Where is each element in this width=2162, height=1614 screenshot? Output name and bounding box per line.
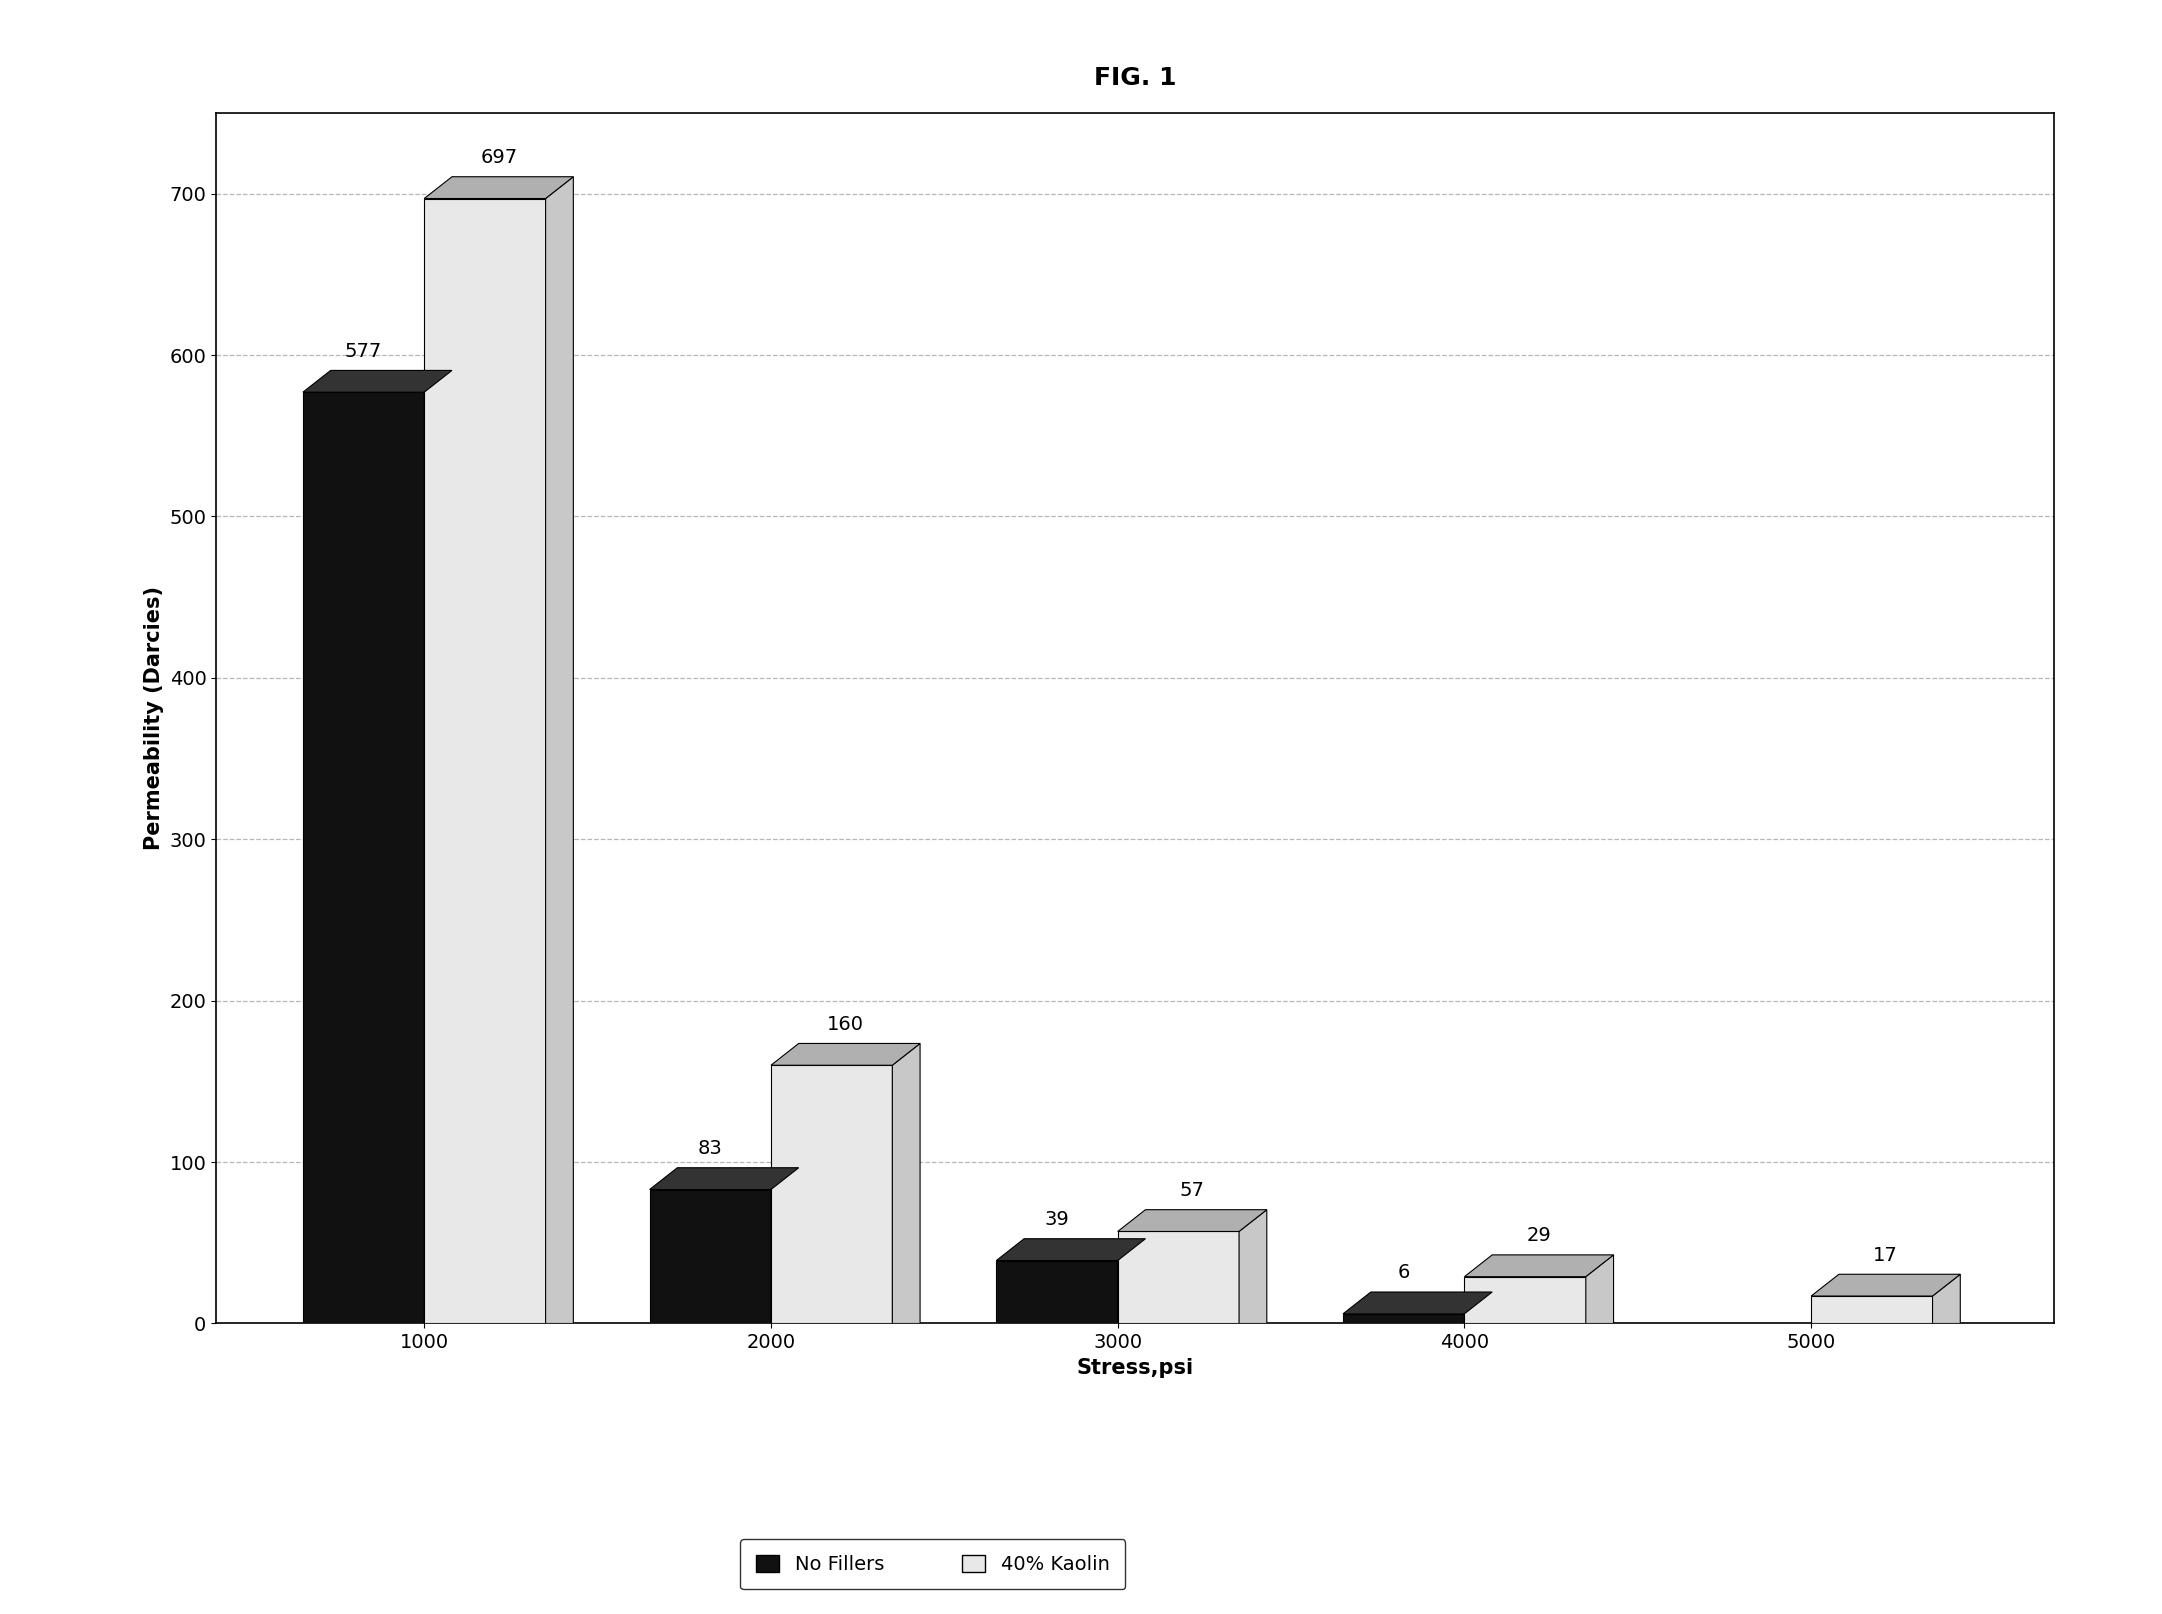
Bar — [997, 1261, 1118, 1323]
Polygon shape — [997, 1240, 1146, 1261]
Bar — [772, 1065, 893, 1323]
Y-axis label: Permeability (Darcies): Permeability (Darcies) — [145, 586, 164, 851]
Polygon shape — [424, 371, 452, 1323]
Bar — [649, 1190, 772, 1323]
Text: 17: 17 — [1872, 1246, 1898, 1265]
Legend: No Fillers, 40% Kaolin: No Fillers, 40% Kaolin — [739, 1540, 1126, 1590]
Text: 39: 39 — [1044, 1210, 1070, 1230]
Polygon shape — [1239, 1210, 1267, 1323]
X-axis label: Stress,psi: Stress,psi — [1077, 1357, 1193, 1378]
Text: 577: 577 — [346, 342, 383, 360]
Polygon shape — [303, 371, 452, 392]
Polygon shape — [1585, 1254, 1613, 1323]
Polygon shape — [1343, 1291, 1492, 1314]
Bar — [1812, 1296, 1933, 1323]
Polygon shape — [1464, 1291, 1492, 1323]
Polygon shape — [1812, 1275, 1961, 1296]
Text: 83: 83 — [698, 1139, 722, 1159]
Text: 160: 160 — [828, 1015, 865, 1033]
Polygon shape — [1118, 1240, 1146, 1323]
Title: FIG. 1: FIG. 1 — [1094, 66, 1176, 90]
Text: 57: 57 — [1180, 1181, 1204, 1199]
Polygon shape — [772, 1043, 921, 1065]
Text: 697: 697 — [480, 148, 517, 166]
Polygon shape — [1118, 1210, 1267, 1231]
Polygon shape — [1933, 1275, 1961, 1323]
Bar — [424, 199, 545, 1323]
Bar — [303, 392, 424, 1323]
Polygon shape — [1464, 1254, 1613, 1277]
Bar — [1343, 1314, 1464, 1323]
Bar — [1464, 1277, 1585, 1323]
Polygon shape — [893, 1043, 921, 1323]
Polygon shape — [545, 178, 573, 1323]
Polygon shape — [424, 178, 573, 199]
Bar — [1118, 1231, 1239, 1323]
Polygon shape — [772, 1169, 798, 1323]
Text: 6: 6 — [1397, 1264, 1410, 1282]
Polygon shape — [649, 1169, 798, 1190]
Text: 29: 29 — [1526, 1227, 1552, 1246]
